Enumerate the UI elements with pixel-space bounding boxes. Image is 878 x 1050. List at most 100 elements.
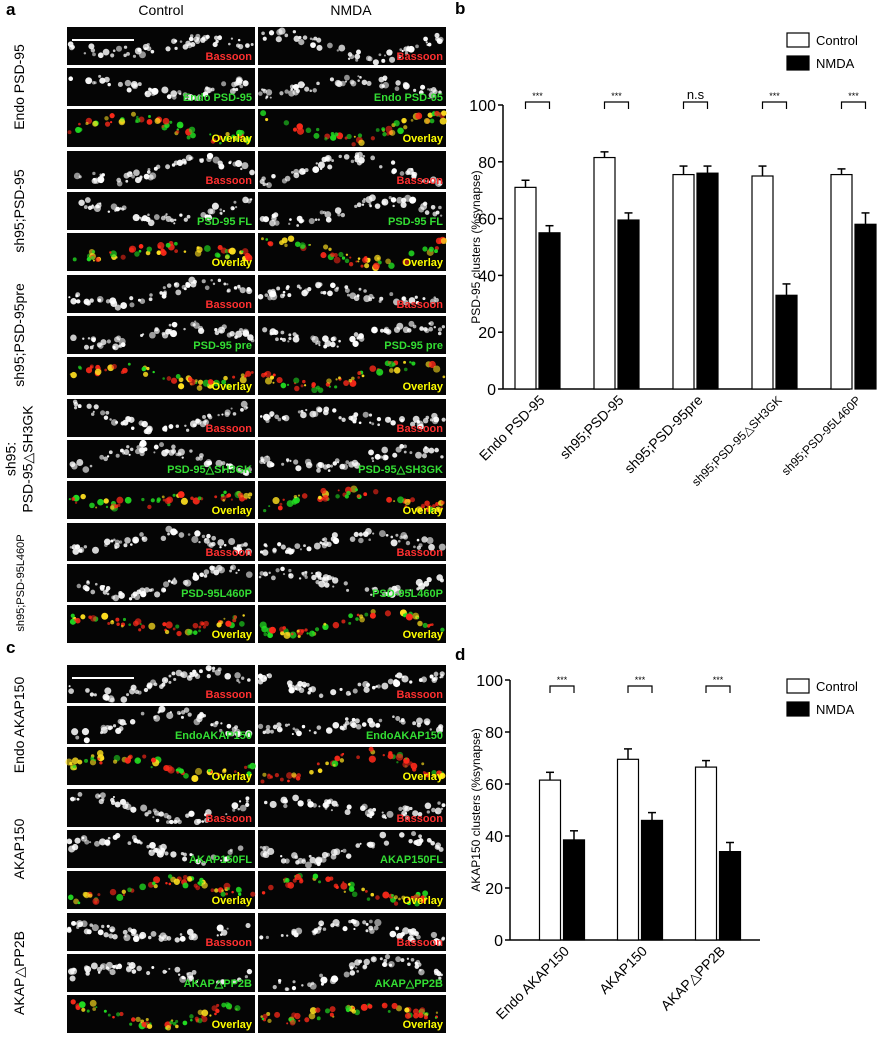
speckle <box>376 684 381 689</box>
speckle <box>216 924 224 932</box>
speckle <box>437 331 442 336</box>
speckle <box>162 377 165 380</box>
speckle <box>371 422 375 426</box>
speckle <box>143 428 149 434</box>
speckle <box>180 497 188 505</box>
speckle <box>393 298 400 306</box>
speckle <box>129 543 133 546</box>
speckle <box>174 937 180 943</box>
speckle <box>317 768 323 774</box>
speckle <box>293 35 300 42</box>
speckle <box>423 580 430 587</box>
speckle <box>292 335 300 343</box>
speckle <box>384 610 392 617</box>
speckle <box>419 1007 426 1013</box>
speckle <box>131 174 135 179</box>
speckle <box>212 669 215 673</box>
speckle <box>225 892 228 896</box>
speckle <box>434 32 440 38</box>
speckle <box>222 499 226 502</box>
speckle <box>155 818 160 823</box>
speckle <box>202 713 207 718</box>
speckle <box>76 299 81 304</box>
speckle <box>364 612 369 617</box>
speckle <box>344 809 351 816</box>
speckle <box>144 812 149 817</box>
speckle <box>187 533 191 536</box>
channel-label: PSD-95△SH3GK <box>167 464 252 476</box>
speckle <box>335 378 338 381</box>
speckle <box>87 337 91 340</box>
speckle <box>237 492 244 499</box>
speckle <box>85 688 90 693</box>
speckle <box>74 501 78 504</box>
speckle <box>325 852 330 857</box>
speckle <box>302 379 306 384</box>
speckle <box>161 682 166 687</box>
speckle <box>201 820 205 823</box>
speckle <box>148 115 151 118</box>
speckle <box>360 1003 368 1011</box>
speckle <box>103 415 109 420</box>
speckle <box>186 675 193 681</box>
speckle <box>331 577 339 584</box>
speckle <box>257 723 264 730</box>
speckle <box>279 240 284 246</box>
speckle <box>432 774 437 778</box>
speckle <box>187 876 193 882</box>
speckle <box>89 464 93 468</box>
speckle <box>390 197 397 203</box>
speckle <box>136 589 142 595</box>
speckle <box>351 1009 357 1014</box>
speckle <box>420 503 426 509</box>
speckle <box>170 377 178 384</box>
speckle <box>268 241 274 247</box>
speckle <box>437 180 443 186</box>
speckle <box>318 805 321 808</box>
speckle <box>170 876 176 883</box>
speckle <box>78 122 81 126</box>
speckle <box>298 39 305 46</box>
speckle <box>101 797 105 802</box>
speckle <box>157 245 161 249</box>
speckle <box>216 980 220 984</box>
speckle <box>112 933 118 940</box>
speckle <box>293 496 300 504</box>
speckle <box>84 758 89 763</box>
speckle <box>138 51 146 59</box>
significance-bracket <box>524 101 551 109</box>
speckle <box>186 972 189 975</box>
speckle <box>316 762 320 766</box>
speckle <box>308 630 316 637</box>
speckle <box>250 891 256 897</box>
speckle <box>146 119 153 125</box>
speckle <box>344 494 349 499</box>
speckle <box>429 418 434 422</box>
speckle <box>97 893 101 897</box>
group-label: sh95;PSD-95 <box>11 169 27 252</box>
speckle <box>368 413 373 417</box>
speckle <box>234 1005 241 1012</box>
speckle <box>378 718 383 723</box>
speckle <box>305 408 308 412</box>
speckle <box>198 629 201 633</box>
speckle <box>187 94 194 101</box>
speckle <box>249 198 253 201</box>
speckle <box>309 89 313 93</box>
speckle <box>422 201 428 206</box>
speckle <box>146 844 151 849</box>
speckle <box>435 506 441 513</box>
speckle <box>292 127 298 132</box>
speckle <box>156 250 162 255</box>
speckle <box>114 832 121 839</box>
speckle <box>279 777 284 782</box>
speckle <box>259 571 265 576</box>
speckle <box>371 326 378 334</box>
speckle <box>395 716 401 721</box>
channel-label: Bassoon <box>206 175 253 187</box>
speckle <box>115 966 119 970</box>
speckle <box>216 934 219 937</box>
speckle <box>225 731 231 737</box>
speckle <box>268 884 274 891</box>
speckle <box>348 881 355 888</box>
